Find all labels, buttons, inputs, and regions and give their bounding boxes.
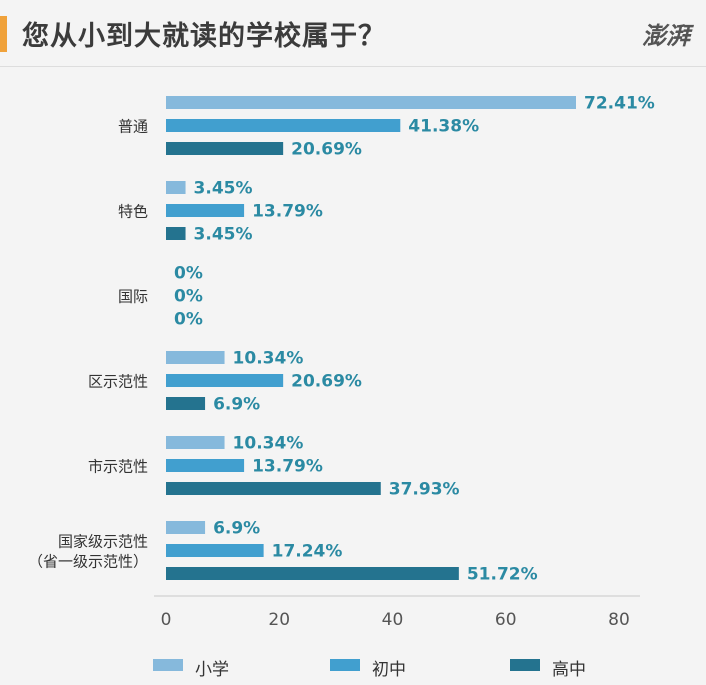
category-label: 普通 — [118, 118, 148, 136]
bar-middle — [166, 204, 245, 217]
legend-swatch-high — [510, 659, 540, 671]
legend: 小学 初中 高中 — [0, 652, 706, 680]
category-label: 国家级示范性 — [58, 533, 148, 551]
value-label: 0% — [174, 310, 203, 330]
bar-middle — [166, 544, 264, 557]
title-divider — [0, 66, 706, 67]
bar-primary — [166, 436, 225, 449]
legend-label-middle: 初中 — [372, 660, 406, 680]
value-label: 6.9% — [213, 519, 260, 539]
value-label: 51.72% — [467, 565, 538, 585]
category-label: （省一级示范性） — [28, 553, 148, 571]
title-bar: 您从小到大就读的学校属于？ 澎湃 — [0, 12, 706, 56]
bar-high — [166, 397, 206, 410]
title-accent-bar — [0, 16, 7, 52]
x-tick-label: 0 — [161, 610, 172, 630]
chart-title: 您从小到大就读的学校属于？ — [22, 21, 386, 52]
category-label: 区示范性 — [88, 373, 148, 391]
value-label: 20.69% — [291, 140, 362, 160]
category-label: 市示范性 — [88, 458, 148, 476]
x-tick-label: 80 — [608, 610, 630, 630]
value-label: 3.45% — [194, 225, 253, 245]
value-label: 20.69% — [291, 372, 362, 392]
value-label: 13.79% — [252, 457, 323, 477]
bar-primary — [166, 351, 225, 364]
category-label: 国际 — [118, 288, 148, 306]
category-label: 特色 — [118, 203, 148, 221]
value-label: 17.24% — [272, 542, 343, 562]
value-label: 3.45% — [194, 179, 253, 199]
value-label: 37.93% — [389, 480, 460, 500]
bar-middle — [166, 459, 245, 472]
value-label: 72.41% — [584, 94, 655, 114]
x-tick-label: 60 — [495, 610, 517, 630]
legend-label-primary: 小学 — [195, 660, 229, 680]
value-label: 6.9% — [213, 395, 260, 415]
bar-high — [166, 482, 381, 495]
x-tick-label: 20 — [268, 610, 290, 630]
bar-primary — [166, 96, 576, 109]
bar-middle — [166, 374, 284, 387]
legend-label-high: 高中 — [552, 660, 586, 680]
brand-logo: 澎湃 — [642, 21, 690, 50]
bar-high — [166, 567, 459, 580]
legend-swatch-middle — [330, 659, 360, 671]
x-tick-label: 40 — [382, 610, 404, 630]
legend-swatch-primary — [153, 659, 183, 671]
bar-high — [166, 227, 186, 240]
value-label: 41.38% — [408, 117, 479, 137]
bar-middle — [166, 119, 401, 132]
value-label: 0% — [174, 264, 203, 284]
bar-high — [166, 142, 284, 155]
value-label: 13.79% — [252, 202, 323, 222]
bar-primary — [166, 181, 186, 194]
value-label: 0% — [174, 287, 203, 307]
value-label: 10.34% — [233, 349, 304, 369]
value-label: 10.34% — [233, 434, 304, 454]
bar-primary — [166, 521, 206, 534]
